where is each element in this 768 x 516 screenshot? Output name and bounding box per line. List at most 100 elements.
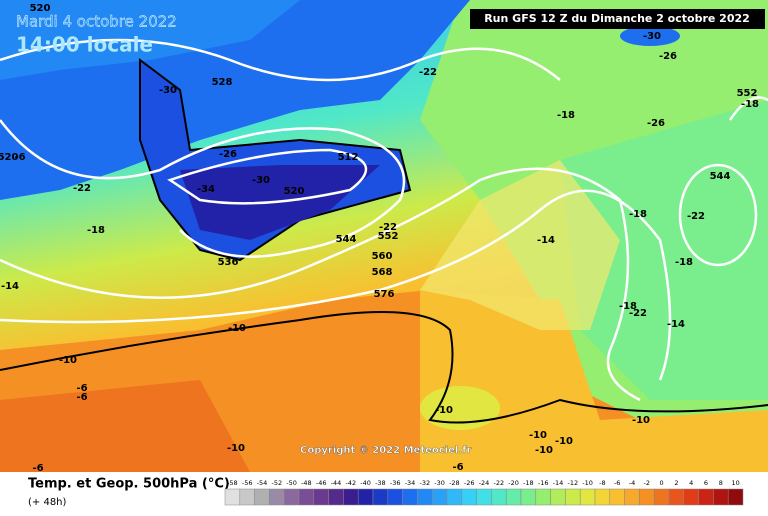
isotherm — [0, 311, 768, 424]
temperature-label: -6 — [32, 463, 43, 474]
scale-label: -10 — [582, 479, 593, 487]
scale-label: -30 — [434, 479, 445, 487]
scale-swatch — [491, 488, 507, 506]
geopotential-contours — [0, 38, 768, 402]
scale-swatch — [683, 488, 699, 506]
scale-label: 10 — [731, 479, 739, 487]
scale-swatch — [402, 488, 418, 506]
scale-swatch — [713, 488, 729, 506]
temperature-label: -10 — [555, 436, 573, 447]
run-info: Run GFS 12 Z du Dimanche 2 octobre 2022 — [484, 12, 750, 25]
scale-label: -58 — [227, 479, 238, 487]
temperature-label: -26 — [647, 118, 665, 129]
scale-label: -56 — [242, 479, 253, 487]
scale-swatch — [328, 488, 344, 506]
scale-label: -2 — [644, 479, 650, 487]
temperature-label: -6 — [14, 152, 25, 163]
temperature-label: -6 — [76, 383, 87, 394]
scale-label: -14 — [553, 479, 564, 487]
temperature-label: -10 — [632, 415, 650, 426]
scale-swatch — [357, 488, 374, 506]
geopotential-label: 528 — [212, 77, 233, 88]
temperature-label: -30 — [252, 175, 270, 186]
scale-label: -8 — [599, 479, 605, 487]
scale-label: -16 — [538, 479, 549, 487]
geopotential-label: 536 — [218, 257, 239, 268]
temperature-label: -22 — [687, 211, 705, 222]
geopotential-label: 552 — [378, 231, 399, 242]
scale-swatch — [387, 488, 403, 506]
scale-label: -12 — [567, 479, 578, 487]
footer-title: Temp. et Geop. 500hPa (°C) — [28, 477, 230, 492]
scale-swatch — [239, 488, 255, 506]
geopotential-label: 520 — [284, 186, 305, 197]
scale-swatch — [727, 488, 744, 506]
temperature-label: -26 — [219, 149, 237, 160]
geopotential-label: 520 — [30, 3, 51, 14]
temperature-label: -22 — [379, 222, 397, 233]
scale-swatch — [224, 488, 241, 506]
scale-label: 8 — [719, 479, 723, 487]
geopotential-label: 512 — [338, 152, 359, 163]
scale-label: -24 — [479, 479, 490, 487]
scale-swatch — [609, 488, 625, 506]
scale-swatch — [372, 488, 389, 506]
temperature-label: -30 — [159, 85, 177, 96]
temperature-label: -10 — [228, 323, 246, 334]
time: 14:00 locale — [16, 33, 153, 57]
scale-label: -28 — [449, 479, 460, 487]
scale-swatch — [446, 488, 463, 506]
scale-swatch — [254, 488, 270, 506]
date: Mardi 4 octobre 2022 — [16, 13, 177, 31]
scale-label: 0 — [660, 479, 664, 487]
scale-label: -52 — [271, 479, 282, 487]
scale-label: -34 — [405, 479, 416, 487]
temperature-label: -10 — [59, 355, 77, 366]
scale-swatch — [594, 488, 611, 506]
scale-swatch — [520, 488, 537, 506]
temperature-label: -10 — [529, 430, 547, 441]
scale-swatch — [668, 488, 685, 506]
geopotential-label: 544 — [710, 171, 731, 182]
scale-label: 6 — [704, 479, 708, 487]
scale-label: -6 — [614, 479, 620, 487]
scale-label: -20 — [508, 479, 519, 487]
scale-label: -54 — [257, 479, 268, 487]
temperature-label: -26 — [659, 51, 677, 62]
scale-swatch — [698, 488, 714, 506]
scale-swatch — [431, 488, 448, 506]
scale-label: -48 — [301, 479, 312, 487]
scale-label: -44 — [331, 479, 342, 487]
scale-swatch — [550, 488, 566, 506]
temperature-label: -18 — [629, 209, 647, 220]
temperature-label: -6 — [452, 462, 463, 473]
geopotential-label: 568 — [372, 267, 393, 278]
scale-label: -22 — [493, 479, 504, 487]
scale-label: -32 — [419, 479, 430, 487]
scale-swatch — [269, 488, 285, 506]
scale-label: -36 — [390, 479, 401, 487]
temperature-label: -14 — [667, 319, 685, 330]
run-box — [470, 9, 765, 29]
scale-swatch — [624, 488, 640, 506]
scale-label: 4 — [689, 479, 693, 487]
geopotential-label: 544 — [336, 234, 357, 245]
temperature-label: -34 — [197, 184, 215, 195]
copyright: Copyright © 2022 Meteociel.fr — [300, 445, 471, 456]
scale-swatch — [579, 488, 596, 506]
scale-label: -46 — [316, 479, 327, 487]
scale-label: -50 — [286, 479, 297, 487]
temperature-label: -18 — [619, 301, 637, 312]
temperature-label: -18 — [557, 110, 575, 121]
scale-label: -42 — [345, 479, 356, 487]
scale-swatch — [653, 488, 670, 506]
temperature-label: -22 — [419, 67, 437, 78]
temperature-label: -10 — [435, 405, 453, 416]
map-background — [0, 0, 768, 472]
scale-swatch — [283, 488, 300, 506]
scale-swatch — [461, 488, 477, 506]
temperature-label: -18 — [741, 99, 759, 110]
geopotential-label: 552 — [737, 88, 758, 99]
